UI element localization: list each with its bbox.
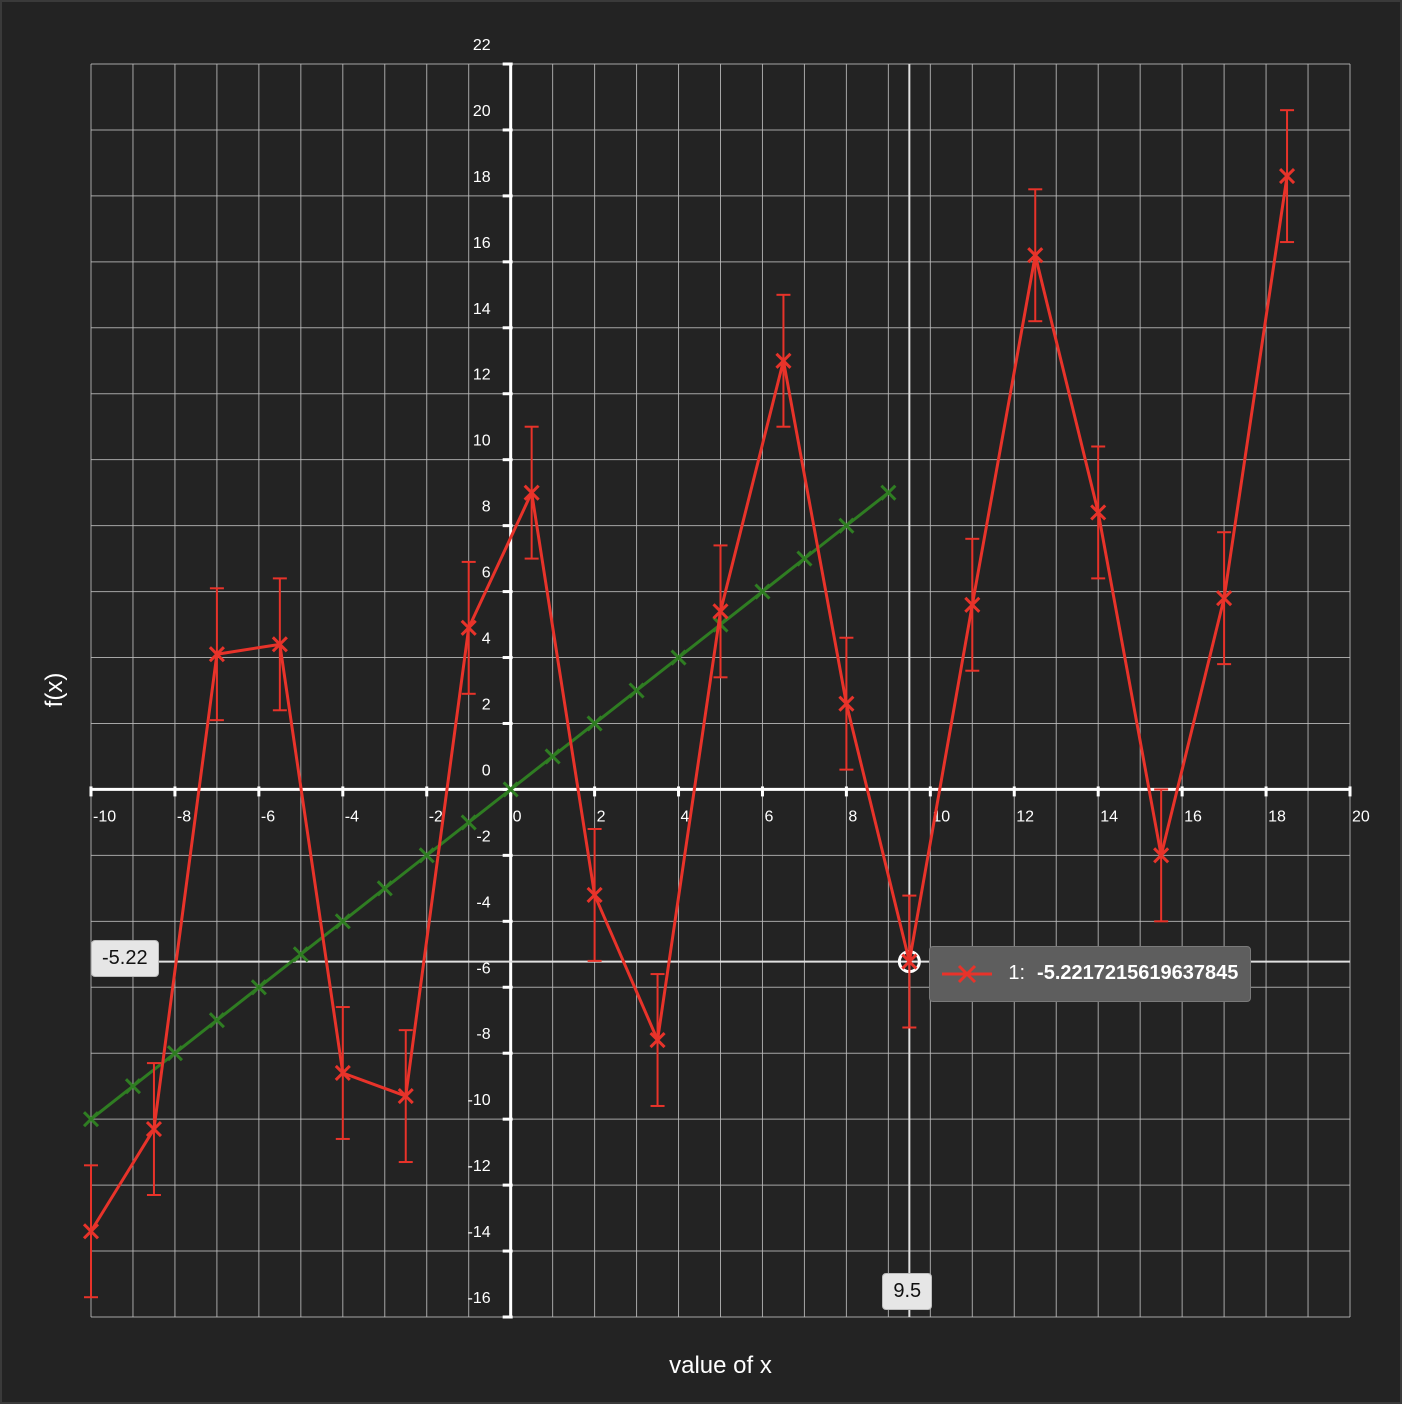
y-axis-title: f(x) — [41, 673, 68, 708]
x-tick-label: 2 — [597, 808, 606, 825]
data-point[interactable] — [628, 682, 645, 699]
x-tick-label: -8 — [177, 808, 191, 825]
data-point[interactable] — [838, 517, 855, 534]
axes: -10 -8 -6 -4 -2 0 2 4 6 8 10 12 14 16 18 20-16-14-12-10… — [89, 37, 1370, 1319]
data-point[interactable] — [1090, 504, 1107, 521]
x-tick-label: -10 — [93, 808, 116, 825]
crosshair-x-label: 9.5 — [882, 1273, 933, 1310]
data-point[interactable] — [1027, 247, 1044, 264]
x-tick-label: 8 — [848, 808, 857, 825]
crosshair-y-label: -5.22 — [91, 939, 159, 977]
data-point[interactable] — [880, 484, 897, 501]
data-point[interactable] — [649, 1031, 666, 1049]
data-point[interactable] — [964, 596, 981, 613]
data-point[interactable] — [838, 695, 855, 712]
y-tick-label: 2 — [482, 696, 491, 713]
data-point[interactable] — [775, 352, 792, 369]
y-tick-label: 18 — [473, 169, 491, 186]
data-point[interactable] — [796, 550, 813, 567]
x-tick-label: 14 — [1100, 808, 1118, 825]
data-point[interactable] — [901, 953, 918, 970]
x-tick-label: 0 — [513, 808, 522, 825]
x-axis-title: value of x — [669, 1352, 772, 1379]
y-tick-label: 16 — [473, 235, 491, 252]
data-point[interactable] — [1278, 168, 1296, 185]
series-layer[interactable] — [82, 109, 1296, 1299]
data-point[interactable] — [460, 619, 477, 636]
y-tick-label: 20 — [473, 103, 491, 120]
data-point[interactable] — [166, 1045, 183, 1062]
y-tick-label: 12 — [473, 367, 491, 384]
data-point[interactable] — [82, 1223, 100, 1240]
series-line[interactable] — [89, 175, 1289, 1233]
y-tick-label: -12 — [468, 1158, 491, 1175]
x-tick-label: 6 — [764, 808, 773, 825]
data-point[interactable] — [1216, 590, 1233, 607]
data-point[interactable] — [502, 781, 519, 798]
data-point[interactable] — [250, 979, 267, 996]
y-tick-label: 4 — [482, 631, 491, 648]
data-point[interactable] — [523, 484, 540, 501]
y-tick-label: -8 — [476, 1026, 490, 1043]
y-tick-label: 8 — [482, 499, 491, 516]
y-tick-label: 14 — [473, 301, 491, 318]
data-point[interactable] — [460, 814, 477, 831]
x-tick-label: 18 — [1268, 808, 1286, 825]
x-tick-label: -2 — [429, 808, 443, 825]
x-tick-label: 12 — [1016, 808, 1034, 825]
data-point[interactable] — [334, 913, 351, 930]
y-tick-label: -14 — [468, 1224, 491, 1241]
data-point[interactable] — [82, 1111, 100, 1128]
data-point[interactable] — [208, 1012, 225, 1029]
y-tick-label: 0 — [482, 762, 491, 779]
series-2[interactable] — [82, 109, 1296, 1299]
data-point[interactable] — [670, 649, 687, 666]
y-tick-label: -16 — [468, 1290, 491, 1307]
data-point[interactable] — [334, 1064, 351, 1082]
y-tick-label: -10 — [468, 1092, 491, 1109]
data-point[interactable] — [418, 847, 435, 864]
data-point[interactable] — [586, 715, 603, 732]
data-point[interactable] — [397, 1088, 414, 1105]
series-1[interactable] — [82, 484, 897, 1128]
tooltip-value: -5.2217215619637845 — [1037, 962, 1239, 985]
data-point[interactable] — [271, 636, 288, 653]
data-point[interactable] — [1153, 847, 1170, 864]
y-tick-label: -6 — [476, 960, 490, 977]
y-tick-label: -4 — [476, 894, 490, 911]
x-tick-label: -6 — [261, 808, 275, 825]
y-tick-label: -2 — [476, 828, 490, 845]
grid — [90, 63, 1351, 1318]
data-point[interactable] — [124, 1078, 142, 1095]
data-point[interactable] — [376, 880, 393, 897]
data-point[interactable] — [712, 603, 729, 620]
x-tick-label: 20 — [1352, 808, 1370, 825]
data-point[interactable] — [586, 886, 603, 903]
data-point[interactable] — [292, 946, 309, 963]
tooltip-series-label: 1: — [1008, 962, 1026, 985]
y-tick-label: 10 — [473, 433, 491, 450]
x-tick-label: 4 — [681, 808, 690, 825]
x-tick-label: 16 — [1184, 808, 1202, 825]
x-tick-label: -4 — [345, 808, 359, 825]
data-point[interactable] — [145, 1120, 163, 1138]
data-point[interactable] — [544, 748, 561, 765]
tooltip-swatch — [940, 962, 994, 986]
data-point[interactable] — [208, 646, 225, 663]
y-tick-label: 6 — [482, 565, 491, 582]
data-point[interactable] — [754, 583, 771, 600]
y-tick-label: 22 — [473, 37, 491, 54]
tooltip: 1: -5.2217215619637845 — [929, 945, 1252, 1002]
